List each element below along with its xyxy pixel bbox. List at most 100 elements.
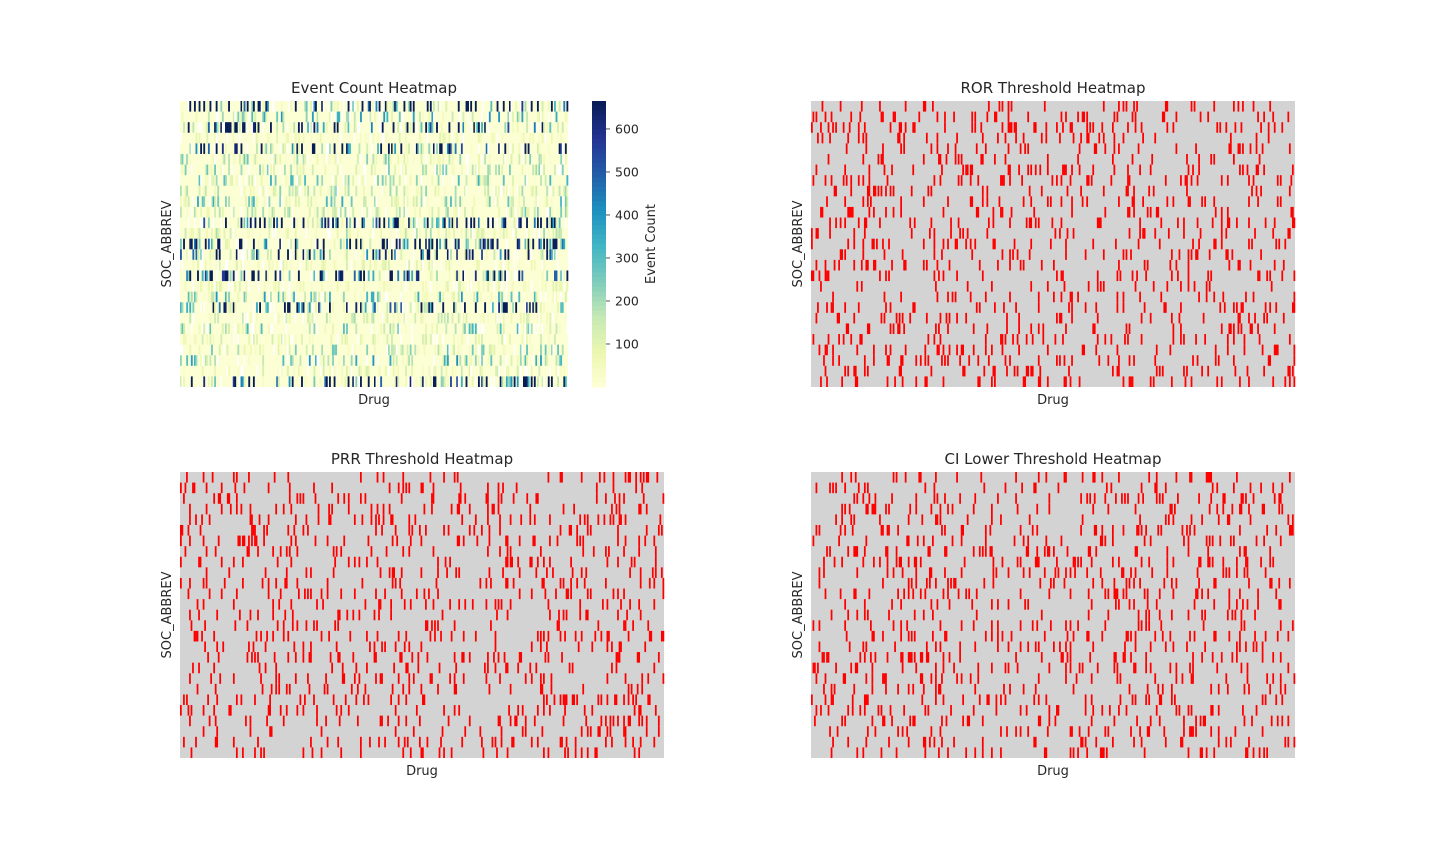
heatmap-cell <box>464 122 466 133</box>
heatmap-cell <box>347 185 350 197</box>
colorbar-segment <box>592 129 606 135</box>
heatmap-cell <box>549 153 552 165</box>
heatmap-cell-above-threshold <box>1264 630 1267 642</box>
heatmap-cell-above-threshold <box>278 683 281 695</box>
heatmap-cell <box>488 344 491 356</box>
heatmap-cell <box>549 206 552 218</box>
heatmap-cell-above-threshold <box>425 599 427 610</box>
heatmap-cell-above-threshold <box>906 620 909 631</box>
heatmap-cell <box>397 365 400 377</box>
heatmap-cell-missing <box>405 281 407 292</box>
heatmap-cell-above-threshold <box>965 588 968 600</box>
heatmap-cell-above-threshold <box>818 620 821 631</box>
heatmap-cell-above-threshold <box>910 577 913 589</box>
heatmap-cell-above-threshold <box>830 175 833 186</box>
heatmap-cell-above-threshold <box>1186 365 1188 377</box>
heatmap-cell-above-threshold <box>933 175 936 186</box>
heatmap-cell-missing <box>516 249 519 260</box>
heatmap-cell <box>305 249 308 260</box>
heatmap-cell-above-threshold <box>1116 111 1119 123</box>
heatmap-cell-above-threshold <box>396 535 399 547</box>
heatmap-cell-above-threshold <box>260 747 262 758</box>
heatmap-cell-above-threshold <box>1065 472 1067 483</box>
heatmap-cell-above-threshold <box>1260 249 1262 260</box>
heatmap-cell <box>479 365 482 377</box>
heatmap-cell-above-threshold <box>1021 482 1023 494</box>
heatmap-cell <box>372 291 375 303</box>
heatmap-cell-above-threshold <box>1155 472 1158 483</box>
heatmap-cell-missing <box>353 376 356 387</box>
heatmap-cell-above-threshold <box>311 747 314 758</box>
heatmap-cell <box>555 111 558 123</box>
heatmap-cell <box>490 132 493 144</box>
heatmap-cell <box>485 175 488 186</box>
heatmap-cell <box>271 185 274 197</box>
heatmap-cell-above-threshold <box>1181 524 1184 536</box>
heatmap-cell-above-threshold <box>1115 588 1117 600</box>
heatmap-cell-above-threshold <box>939 175 942 186</box>
heatmap-cell <box>249 185 252 197</box>
heatmap-cell-above-threshold <box>856 493 859 504</box>
heatmap-cell-above-threshold <box>384 588 386 600</box>
heatmap-cell-missing <box>378 302 381 313</box>
heatmap-cell-above-threshold <box>1071 302 1073 313</box>
heatmap-cell-above-threshold <box>1232 334 1235 345</box>
heatmap-cell-above-threshold <box>1207 546 1210 557</box>
heatmap-cell-above-threshold <box>426 620 429 631</box>
heatmap-cell-above-threshold <box>1219 535 1222 547</box>
heatmap-cell-above-threshold <box>302 524 305 536</box>
heatmap-cell-above-threshold <box>848 122 851 133</box>
heatmap-cell-above-threshold <box>361 577 364 589</box>
heatmap-cell <box>361 175 364 186</box>
heatmap-cell-above-threshold <box>915 503 918 515</box>
heatmap-cell-above-threshold <box>1019 524 1022 536</box>
heatmap-cell-above-threshold <box>1127 630 1129 642</box>
heatmap-cell <box>262 164 265 176</box>
heatmap-cell <box>383 185 386 197</box>
heatmap-cell <box>524 238 527 250</box>
heatmap-cell-above-threshold <box>824 344 827 356</box>
heatmap-cell-above-threshold <box>1001 101 1004 112</box>
heatmap-cell-missing <box>552 312 555 324</box>
heatmap-cell-above-threshold <box>432 546 435 557</box>
heatmap-cell <box>226 101 229 112</box>
heatmap-cell <box>395 196 398 207</box>
heatmap-cell-above-threshold <box>984 334 987 345</box>
heatmap-cell <box>310 101 313 112</box>
heatmap-cell <box>457 175 460 186</box>
heatmap-cell-above-threshold <box>543 556 545 568</box>
heatmap-cell-above-threshold <box>818 641 821 653</box>
heatmap-cell-above-threshold <box>933 249 936 260</box>
heatmap-cell-above-threshold <box>462 652 465 663</box>
heatmap-cell <box>554 334 556 345</box>
heatmap-cell <box>512 196 514 207</box>
heatmap-cell <box>450 376 452 387</box>
heatmap-cell-above-threshold <box>220 482 223 494</box>
heatmap-cell-above-threshold <box>1128 376 1131 387</box>
heatmap-cell <box>509 334 511 345</box>
heatmap-cell-above-threshold <box>275 683 278 695</box>
heatmap-cell <box>518 291 521 303</box>
heatmap-cell-above-threshold <box>978 376 981 387</box>
heatmap-cell-above-threshold <box>1254 228 1256 239</box>
heatmap-cell <box>481 122 483 133</box>
heatmap-cell-above-threshold <box>1001 206 1004 218</box>
heatmap-cell-missing <box>347 302 350 313</box>
heatmap-cell-above-threshold <box>1178 312 1181 324</box>
heatmap-cell <box>287 249 289 260</box>
heatmap-cell <box>257 238 260 250</box>
heatmap-cell <box>325 376 328 387</box>
heatmap-cell-above-threshold <box>888 238 890 250</box>
heatmap-cell-above-threshold <box>624 726 627 737</box>
heatmap-cell <box>285 228 288 239</box>
heatmap-cell-above-threshold <box>535 662 538 674</box>
heatmap-cell <box>339 206 342 218</box>
heatmap-cell-above-threshold <box>276 556 279 568</box>
heatmap-cell <box>533 196 536 207</box>
heatmap-cell-above-threshold <box>932 609 934 621</box>
heatmap-cell-above-threshold <box>603 472 606 483</box>
heatmap-cell-above-threshold <box>853 259 856 271</box>
heatmap-cell <box>544 355 547 366</box>
heatmap-cell-above-threshold <box>187 705 190 716</box>
colorbar-segment <box>592 267 606 274</box>
